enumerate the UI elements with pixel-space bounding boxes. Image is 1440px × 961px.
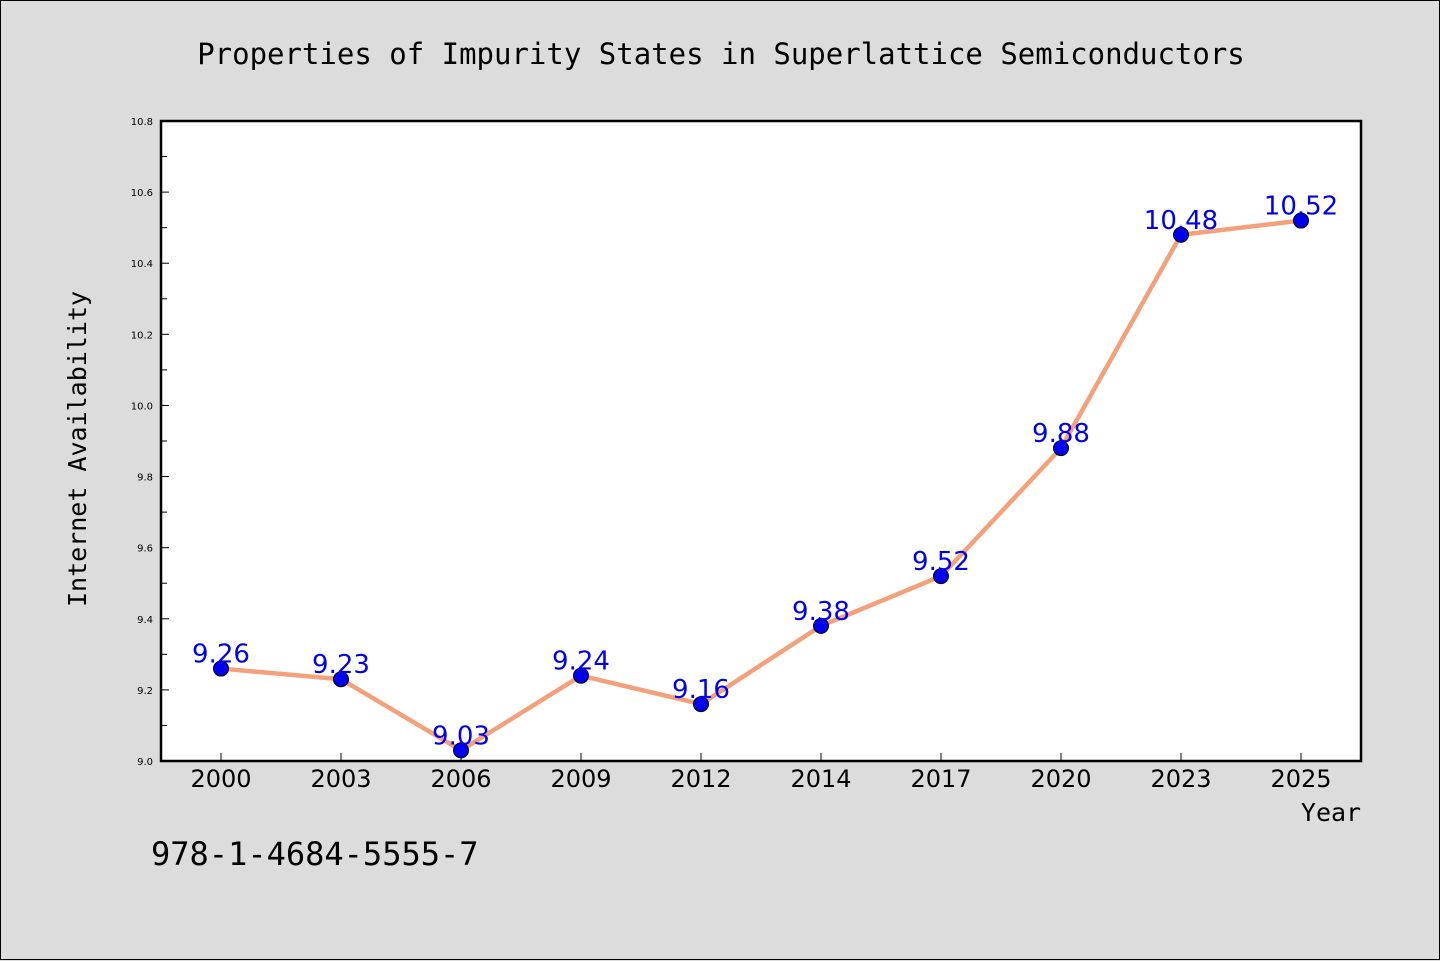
y-tick-label: 10.6 [131,188,153,199]
y-tick-label: 10.4 [131,259,153,270]
data-label: 9.24 [552,647,610,677]
y-tick-label: 10.8 [131,117,153,128]
y-axis-ticks: 9.0 9.2 9.4 9.6 9.8 10.0 10.2 10.4 10.6 10.8 [131,117,169,768]
y-tick-label: 9.2 [137,686,153,697]
data-point [453,742,469,759]
data-label: 9.26 [192,640,250,670]
y-tick-label: 9.8 [137,473,153,484]
data-series [213,212,1309,759]
y-tick-label: 9.4 [137,615,153,626]
x-tick-label: 2003 [310,765,371,793]
data-point [1053,440,1069,457]
x-tick-label: 2012 [670,765,731,793]
y-tick-label: 10.0 [131,401,153,412]
x-axis-ticks: 2000 2003 2006 2009 2012 2014 2017 2020 2023 2025 [190,753,1332,793]
data-label: 9.03 [432,721,490,751]
data-point [933,568,949,585]
y-tick-label: 9.0 [137,757,153,768]
chart-title: Properties of Impurity States in Superla… [197,37,1245,71]
data-labels: 9.26 9.23 9.03 9.24 9.16 9.38 9.52 9.88 10.48 10.… [192,192,1338,752]
y-tick-label: 9.6 [137,544,153,555]
data-point [813,617,829,634]
x-tick-label: 2025 [1270,765,1331,793]
plot-frame [159,119,1363,763]
x-tick-label: 2017 [910,765,971,793]
data-label: 9.23 [312,650,370,680]
data-point [213,660,229,677]
x-tick-label: 2000 [190,765,251,793]
data-label: 10.48 [1144,206,1218,236]
x-tick-label: 2023 [1150,765,1211,793]
plot-area [161,121,1361,761]
x-tick-label: 2014 [790,765,851,793]
isbn-text: 978-1-4684-5555-7 [151,835,479,873]
y-tick-label: 10.2 [131,330,153,341]
x-tick-label: 2009 [550,765,611,793]
data-point [573,667,589,684]
data-point [693,696,709,713]
data-point [333,671,349,688]
data-label: 9.52 [912,547,970,577]
data-label: 10.52 [1264,192,1338,222]
data-label: 9.88 [1032,419,1090,449]
data-point [1293,212,1309,229]
data-point [1173,226,1189,243]
data-label: 9.38 [792,597,850,627]
y-axis-label: Internet Availability [63,291,92,607]
x-tick-label: 2006 [430,765,491,793]
data-label: 9.16 [672,675,730,705]
series-line [220,218,1302,753]
x-tick-label: 2020 [1030,765,1091,793]
x-axis-label: Year [1301,798,1361,827]
